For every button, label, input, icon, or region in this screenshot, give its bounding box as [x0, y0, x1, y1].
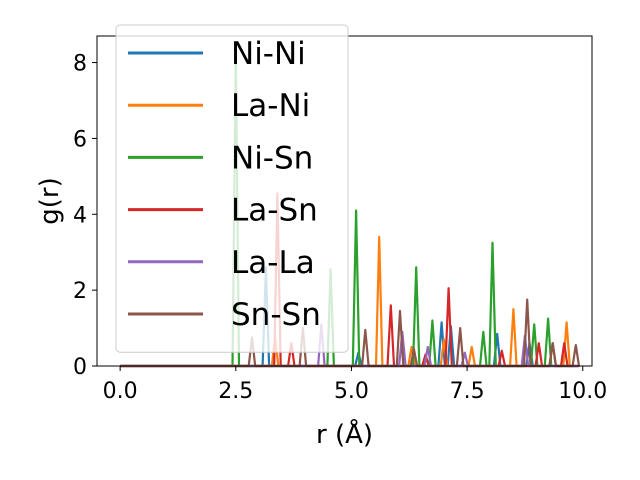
legend-label-ni-sn: Ni-Sn [231, 140, 313, 176]
y-axis: 0 2 4 6 8 [73, 52, 97, 380]
legend-label-la-sn: La-Sn [231, 193, 318, 229]
legend-label-la-ni: La-Ni [231, 88, 310, 124]
y-tick-label: 0 [73, 355, 87, 380]
legend-label-la-la: La-La [231, 245, 315, 281]
x-tick-label: 7.5 [450, 379, 485, 404]
x-tick-label: 2.5 [218, 379, 253, 404]
x-tick-label: 0.0 [103, 379, 138, 404]
y-tick-label: 6 [73, 127, 87, 152]
x-tick-label: 5.0 [334, 379, 369, 404]
x-tick-label: 10.0 [558, 379, 607, 404]
y-tick-label: 2 [73, 279, 87, 304]
legend-label-ni-ni: Ni-Ni [231, 36, 306, 72]
legend-label-sn-sn: Sn-Sn [231, 297, 321, 333]
x-axis-label: r (Å) [316, 418, 373, 450]
legend-box [115, 24, 349, 353]
y-axis-label: g(r) [35, 177, 65, 224]
x-axis: 0.0 2.5 5.0 7.5 10.0 [103, 366, 607, 404]
y-tick-label: 8 [73, 52, 87, 77]
y-tick-label: 4 [73, 203, 87, 228]
legend: Ni-Ni La-Ni Ni-Sn La-Sn La-La Sn-Sn [115, 24, 349, 353]
